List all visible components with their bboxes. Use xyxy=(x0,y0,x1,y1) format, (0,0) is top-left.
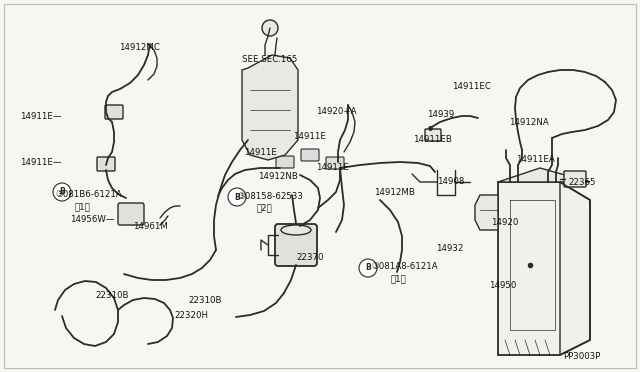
Text: 22310B: 22310B xyxy=(95,291,129,300)
FancyBboxPatch shape xyxy=(564,171,586,187)
Text: 14932: 14932 xyxy=(436,244,463,253)
Circle shape xyxy=(228,188,246,206)
Text: 14950: 14950 xyxy=(489,281,516,290)
Polygon shape xyxy=(498,168,590,182)
Polygon shape xyxy=(498,182,590,355)
Text: B: B xyxy=(365,263,371,273)
Text: 14911EC: 14911EC xyxy=(452,82,491,91)
Text: 14911EB: 14911EB xyxy=(413,135,452,144)
Text: 14961M: 14961M xyxy=(133,222,168,231)
Text: 14911E: 14911E xyxy=(316,163,349,172)
Text: （1）: （1） xyxy=(75,202,91,211)
Text: 14911E: 14911E xyxy=(293,132,326,141)
FancyBboxPatch shape xyxy=(97,157,115,171)
Text: 14911E: 14911E xyxy=(244,148,277,157)
Text: 14920: 14920 xyxy=(491,218,518,227)
Polygon shape xyxy=(475,195,498,230)
Polygon shape xyxy=(242,55,298,160)
Text: 22310B: 22310B xyxy=(188,296,221,305)
Circle shape xyxy=(53,183,71,201)
FancyBboxPatch shape xyxy=(105,105,123,119)
Text: 22370: 22370 xyxy=(296,253,323,262)
Text: 14956W—: 14956W— xyxy=(70,215,115,224)
Text: SEE SEC.165: SEE SEC.165 xyxy=(242,55,298,64)
Ellipse shape xyxy=(281,225,311,235)
Text: 14912MC: 14912MC xyxy=(119,43,160,52)
Text: ③081B6-6121A: ③081B6-6121A xyxy=(55,190,122,199)
FancyBboxPatch shape xyxy=(326,157,344,169)
Text: 14912MB: 14912MB xyxy=(374,188,415,197)
Text: 14911E—: 14911E— xyxy=(20,112,61,121)
FancyBboxPatch shape xyxy=(301,149,319,161)
Text: 14911EA: 14911EA xyxy=(516,155,555,164)
Text: ③081A8-6121A: ③081A8-6121A xyxy=(371,262,438,271)
Text: 14912NB: 14912NB xyxy=(258,172,298,181)
Text: 14912NA: 14912NA xyxy=(509,118,548,127)
FancyBboxPatch shape xyxy=(118,203,144,225)
FancyBboxPatch shape xyxy=(275,224,317,266)
FancyBboxPatch shape xyxy=(425,129,441,141)
Text: （2）: （2） xyxy=(257,203,273,212)
Text: B: B xyxy=(234,192,240,202)
Text: 22320H: 22320H xyxy=(174,311,208,320)
Circle shape xyxy=(359,259,377,277)
FancyBboxPatch shape xyxy=(276,156,294,168)
Text: 14911E—: 14911E— xyxy=(20,158,61,167)
Circle shape xyxy=(262,20,278,36)
Text: PP3003P: PP3003P xyxy=(563,352,600,361)
Text: B: B xyxy=(59,187,65,196)
Text: ③08158-62533: ③08158-62533 xyxy=(237,192,303,201)
Text: 22365: 22365 xyxy=(568,178,595,187)
Text: 14920+A: 14920+A xyxy=(316,107,356,116)
Text: 14908: 14908 xyxy=(437,177,465,186)
Text: （1）: （1） xyxy=(391,274,407,283)
Text: 14939: 14939 xyxy=(427,110,454,119)
